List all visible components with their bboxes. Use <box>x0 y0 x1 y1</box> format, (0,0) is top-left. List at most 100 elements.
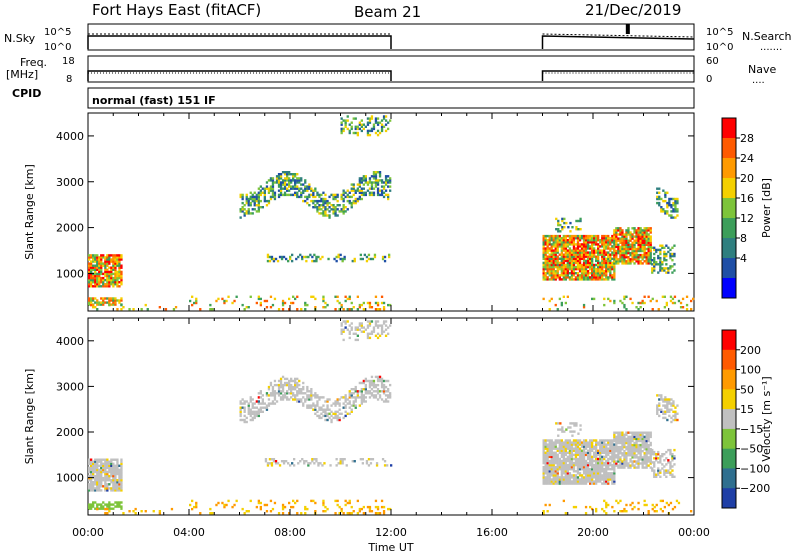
data-cell <box>294 377 297 381</box>
data-cell <box>550 470 553 473</box>
data-cell <box>593 297 596 301</box>
data-cell <box>572 439 576 442</box>
data-cell <box>277 189 281 192</box>
data-cell <box>358 121 361 124</box>
data-cell <box>290 193 293 197</box>
data-cell <box>613 458 616 461</box>
data-cell <box>298 390 301 393</box>
data-cell <box>617 243 620 246</box>
data-cell <box>104 464 107 467</box>
data-cell <box>376 181 380 184</box>
data-cell <box>643 454 646 457</box>
data-cell <box>664 400 667 403</box>
data-cell <box>591 482 594 485</box>
data-cell <box>611 445 614 448</box>
data-cell <box>223 503 226 507</box>
data-cell <box>566 239 569 242</box>
data-cell <box>641 262 644 265</box>
data-cell <box>586 237 590 240</box>
data-cell <box>342 320 345 323</box>
data-cell <box>643 437 646 441</box>
data-cell <box>621 464 624 467</box>
data-cell <box>560 470 563 473</box>
data-cell <box>544 441 547 444</box>
data-cell <box>658 187 661 190</box>
data-cell <box>631 253 634 257</box>
data-cell <box>281 183 285 186</box>
data-cell <box>277 179 281 182</box>
data-cell <box>253 195 256 199</box>
data-cell <box>247 408 250 411</box>
data-cell <box>350 388 353 391</box>
data-cell <box>580 257 584 260</box>
data-cell <box>597 466 600 469</box>
data-cell <box>360 125 363 128</box>
data-cell <box>615 256 618 259</box>
data-cell <box>552 470 555 473</box>
data-cell <box>116 466 119 470</box>
data-cell <box>191 295 194 298</box>
data-cell <box>172 308 176 311</box>
data-cell <box>660 408 663 411</box>
data-cell <box>361 257 364 261</box>
data-cell <box>340 303 343 307</box>
data-cell <box>261 406 264 409</box>
data-cell <box>601 445 604 448</box>
data-cell <box>360 324 363 327</box>
data-cell <box>639 437 642 441</box>
data-cell <box>290 388 293 391</box>
data-cell <box>578 463 582 467</box>
data-cell <box>110 460 113 463</box>
data-cell <box>641 235 644 238</box>
data-cell <box>582 447 586 450</box>
data-cell <box>368 505 372 509</box>
data-cell <box>641 258 644 261</box>
data-cell <box>556 234 559 238</box>
data-cell <box>586 474 590 477</box>
data-cell <box>597 457 600 461</box>
data-cell <box>102 462 105 465</box>
data-cell <box>286 175 289 178</box>
data-cell <box>621 435 624 439</box>
data-cell <box>641 445 644 449</box>
data-cell <box>623 439 626 443</box>
data-cell <box>296 195 299 199</box>
data-cell <box>344 406 347 409</box>
data-cell <box>676 210 679 213</box>
data-cell <box>597 267 600 271</box>
data-cell <box>629 445 632 449</box>
data-cell <box>580 237 584 240</box>
data-cell <box>334 414 337 418</box>
data-cell <box>288 381 291 385</box>
data-cell <box>300 400 303 403</box>
data-cell <box>570 270 574 273</box>
data-cell <box>350 512 353 515</box>
data-cell <box>96 489 99 492</box>
data-cell <box>572 470 576 473</box>
data-cell <box>617 441 620 445</box>
data-cell <box>353 460 356 463</box>
data-cell <box>358 183 361 186</box>
data-cell <box>100 468 103 472</box>
data-cell <box>322 503 325 507</box>
data-cell <box>568 461 572 465</box>
data-cell <box>334 412 337 415</box>
data-cell <box>578 447 582 450</box>
data-cell <box>668 214 671 217</box>
data-cell <box>88 507 91 510</box>
data-cell <box>550 443 553 446</box>
data-cell <box>554 245 557 248</box>
data-cell <box>637 239 640 242</box>
data-cell <box>623 441 626 445</box>
data-cell <box>306 398 309 401</box>
data-cell <box>100 258 103 261</box>
data-cell <box>666 400 669 403</box>
data-cell <box>382 510 386 513</box>
data-cell <box>593 263 596 267</box>
data-cell <box>623 239 626 242</box>
data-cell <box>603 265 606 269</box>
data-cell <box>664 210 667 213</box>
data-cell <box>674 204 677 207</box>
data-cell <box>562 470 565 473</box>
data-cell <box>603 439 606 442</box>
